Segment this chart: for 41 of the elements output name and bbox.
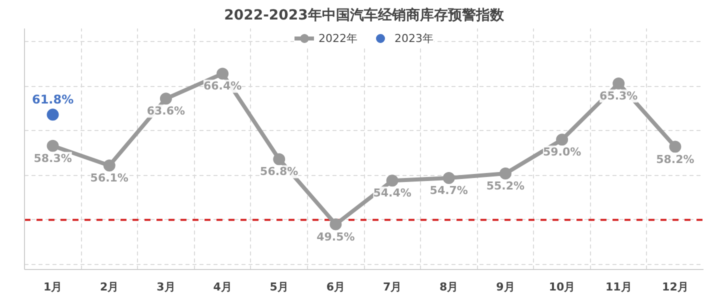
data-label: 55.2%	[486, 180, 525, 193]
x-tick-label: 7月	[382, 280, 402, 294]
x-tick-label: 10月	[548, 280, 576, 294]
x-tick-label: 1月	[43, 280, 62, 294]
chart-title: 2022-2023年中国汽车经销商库存预警指数	[224, 6, 505, 24]
point	[103, 160, 116, 172]
point	[46, 140, 59, 152]
point	[273, 153, 286, 166]
legend-label: 2023年	[394, 30, 434, 46]
point	[216, 68, 229, 80]
data-label: 54.4%	[373, 186, 412, 200]
data-label: 59.0%	[542, 146, 582, 159]
data-label: 66.4%	[203, 80, 242, 93]
point	[556, 134, 568, 146]
x-tick-label: 3月	[156, 280, 176, 294]
x-tick-label: 11月	[605, 280, 632, 294]
point	[442, 172, 455, 184]
point	[46, 108, 59, 121]
point	[669, 140, 682, 153]
x-tick-label: 2月	[100, 280, 119, 294]
data-label: 54.7%	[430, 184, 468, 197]
x-tick-label: 12月	[662, 280, 688, 294]
data-label: 56.8%	[260, 165, 298, 178]
data-label: 61.8%	[32, 92, 74, 107]
point	[612, 78, 625, 90]
point	[160, 92, 172, 105]
data-label: 49.5%	[316, 230, 355, 244]
data-label: 65.3%	[600, 89, 638, 102]
x-tick-label: 5月	[270, 280, 288, 294]
x-tick-label: 9月	[496, 280, 515, 294]
point	[499, 168, 512, 180]
point	[386, 174, 398, 187]
x-tick-label: 4月	[213, 280, 232, 294]
data-label: 63.6%	[146, 104, 186, 118]
data-label: 56.1%	[90, 171, 128, 184]
data-label: 58.3%	[34, 152, 72, 165]
point	[330, 218, 342, 230]
legend-label: 2022年	[318, 30, 358, 46]
data-label: 58.2%	[656, 152, 694, 166]
x-tick-label: 8月	[440, 280, 458, 294]
x-tick-label: 6月	[326, 280, 346, 294]
